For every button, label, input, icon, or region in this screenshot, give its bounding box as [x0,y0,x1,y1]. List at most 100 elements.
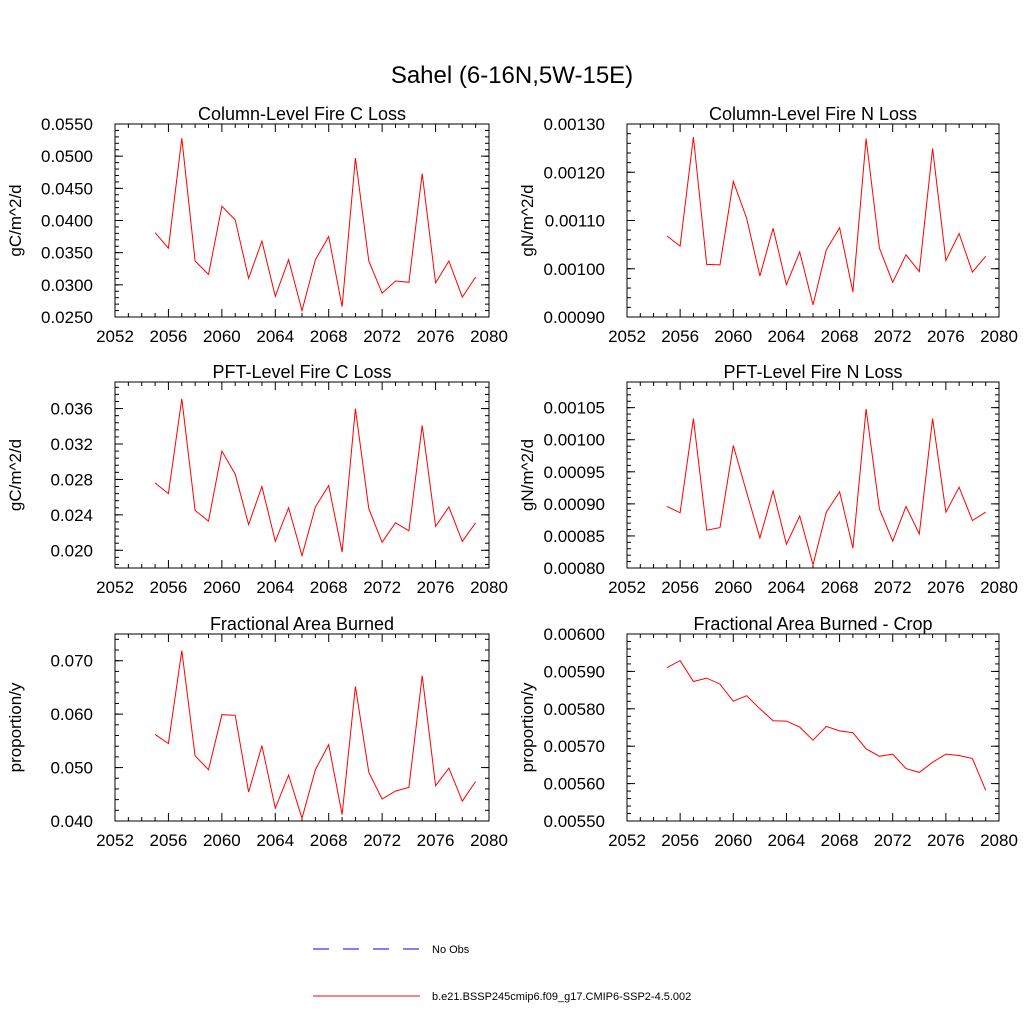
chart-1-ytick-label: 0.0350 [41,244,93,263]
chart-5-xtick-label: 2064 [256,831,294,850]
chart-1-xtick-label: 2076 [417,327,455,346]
legend-label-model: b.e21.BSSP245cmip6.f09_g17.CMIP6-SSP2-4.… [432,991,691,1003]
chart-3-title: PFT-Level Fire C Loss [212,362,391,382]
chart-5-ytick-label: 0.060 [50,705,93,724]
chart-4-xtick-label: 2080 [980,578,1018,597]
chart-2-title: Column-Level Fire N Loss [709,104,917,124]
chart-1-xtick-label: 2072 [363,327,401,346]
chart-3-xtick-label: 2072 [363,578,401,597]
chart-6-ytick-label: 0.00580 [544,700,605,719]
chart-5-fractional-area-burned: Fractional Area Burned proportion/y 2052 20… [6,614,508,850]
chart-3-xtick-label: 2076 [417,578,455,597]
chart-4-xtick-label: 2068 [821,578,859,597]
chart-3-pft-level-fire-c-loss: PFT-Level Fire C Loss gC/m^2/d 2052 2056 206… [6,362,508,597]
panels: Column-Level Fire C Loss gC/m^2/d 2052 2056… [6,104,1018,850]
chart-6-ylabel: proportion/y [518,682,537,772]
chart-1-ylabel: gC/m^2/d [6,184,25,256]
chart-1-xtick-label: 2064 [256,327,294,346]
chart-5-title: Fractional Area Burned [210,614,394,634]
chart-2-ytick-label: 0.00110 [545,212,605,231]
chart-1-xtick-label: 2068 [310,327,348,346]
chart-1-title: Column-Level Fire C Loss [198,104,406,124]
chart-3-ytick-label: 0.024 [50,506,93,525]
chart-4-ytick-label: 0.00095 [544,463,605,482]
chart-4-series-line [666,408,986,567]
chart-2-xtick-label: 2076 [927,327,965,346]
chart-4-xtick-label: 2060 [714,578,752,597]
chart-6-plot-frame [626,633,1000,822]
chart-6-xtick-label: 2072 [874,831,912,850]
chart-2-xtick-label: 2064 [768,327,806,346]
chart-3-xtick-label: 2060 [203,578,241,597]
chart-2-xtick-label: 2052 [608,327,646,346]
chart-3-ytick-label: 0.020 [50,541,93,560]
chart-3-xtick-label: 2068 [310,578,348,597]
legend-label-no-obs: No Obs [432,944,470,956]
chart-6-ytick-label: 0.00570 [544,737,605,756]
chart-1-ytick-label: 0.0400 [41,212,93,231]
chart-1-xtick-label: 2080 [470,327,508,346]
chart-2-ytick-label: 0.00100 [544,260,605,279]
chart-5-ytick-label: 0.040 [50,812,93,831]
chart-5-xtick-label: 2068 [310,831,348,850]
chart-2-column-level-fire-n-loss: Column-Level Fire N Loss gN/m^2/d 2052 2056… [518,104,1018,346]
chart-6-title: Fractional Area Burned - Crop [693,614,932,634]
legend: No Obs b.e21.BSSP245cmip6.f09_g17.CMIP6-… [313,944,691,1003]
chart-4-plot-frame [626,381,1000,569]
chart-6-ytick-label: 0.00600 [544,625,605,644]
chart-2-series-line [666,136,987,306]
chart-3-xtick-label: 2052 [96,578,134,597]
chart-4-xtick-label: 2076 [927,578,965,597]
chart-1-ytick-label: 0.0300 [41,276,93,295]
chart-4-ytick-label: 0.00090 [544,495,605,514]
chart-6-xtick-label: 2052 [608,831,646,850]
chart-5-xtick-label: 2060 [203,831,241,850]
chart-6-ytick-label: 0.00550 [544,812,605,831]
chart-3-ytick-label: 0.028 [50,470,93,489]
chart-4-xtick-label: 2064 [768,578,806,597]
chart-3-xtick-label: 2064 [256,578,294,597]
chart-2-xtick-label: 2068 [821,327,859,346]
chart-6-xtick-label: 2076 [927,831,965,850]
chart-2-ylabel: gN/m^2/d [518,184,537,256]
chart-6-xtick-label: 2068 [821,831,859,850]
chart-2-xtick-label: 2072 [874,327,912,346]
chart-5-ytick-label: 0.050 [50,759,93,778]
chart-4-xtick-label: 2052 [608,578,646,597]
chart-1-xtick-label: 2060 [203,327,241,346]
chart-5-xtick-label: 2056 [150,831,188,850]
chart-2-xtick-label: 2056 [661,327,699,346]
chart-6-ytick-label: 0.00590 [544,662,605,681]
chart-6-xtick-label: 2060 [714,831,752,850]
chart-6-xtick-label: 2080 [980,831,1018,850]
chart-4-ylabel: gN/m^2/d [518,439,537,511]
chart-4-xtick-label: 2072 [874,578,912,597]
chart-6-xtick-label: 2064 [768,831,806,850]
chart-3-xtick-label: 2080 [470,578,508,597]
chart-4-title: PFT-Level Fire N Loss [723,362,902,382]
chart-1-plot-frame [114,123,490,318]
chart-1-ytick-label: 0.0450 [41,179,93,198]
chart-1-ytick-label: 0.0500 [41,147,93,166]
chart-1-series-line [154,138,477,313]
chart-3-xtick-label: 2056 [150,578,188,597]
chart-4-ytick-label: 0.00105 [544,399,605,418]
chart-3-ylabel: gC/m^2/d [6,439,25,511]
chart-4-ytick-label: 0.00100 [544,431,605,450]
chart-6-fractional-area-burned-crop: Fractional Area Burned - Crop proportion/… [518,614,1018,850]
chart-2-ytick-label: 0.00120 [544,163,605,182]
chart-5-xtick-label: 2076 [417,831,455,850]
chart-5-series-line [154,650,477,821]
chart-4-xtick-label: 2056 [661,578,699,597]
chart-3-ytick-label: 0.036 [50,400,93,419]
chart-5-xtick-label: 2080 [470,831,508,850]
chart-4-ytick-label: 0.00085 [544,527,605,546]
chart-2-xtick-label: 2080 [980,327,1018,346]
chart-5-ylabel: proportion/y [6,682,25,772]
chart-2-ytick-label: 0.00090 [544,308,605,327]
chart-2-xtick-label: 2060 [714,327,752,346]
chart-1-xtick-label: 2052 [96,327,134,346]
chart-5-xtick-label: 2052 [96,831,134,850]
chart-5-ytick-label: 0.070 [50,652,93,671]
